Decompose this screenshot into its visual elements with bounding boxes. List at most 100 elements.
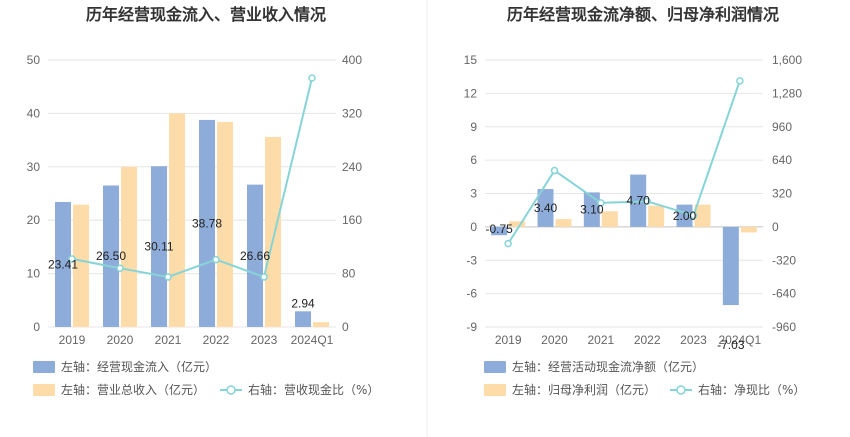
chart-2-y-right-tick: 0 [772, 220, 779, 234]
chart-2-y-right-tick: 1,280 [772, 86, 802, 100]
chart-1-x-tick: 2023 [251, 333, 278, 347]
chart-1-y-left-tick: 0 [33, 320, 40, 334]
chart-1-data-label: 38.78 [192, 216, 222, 230]
chart-2-bar-primary [722, 226, 739, 306]
chart-1-legend-swatch [33, 384, 55, 396]
chart-1-ratio-point [308, 74, 316, 82]
chart-2-title: 历年经营现金流净额、归母净利润情况 [507, 5, 779, 24]
chart-1-bar-secondary [313, 322, 329, 327]
chart-1: 0 10 20 30 40 50 0 80 160 240 320 400 2019 2020 2021 20… [27, 53, 380, 397]
chart-2: -9 -6 -3 0 3 6 9 12 15 -960 -640 -320 0 320 640 960 1,28… [464, 53, 806, 397]
chart-1-bar-primary [295, 311, 311, 327]
chart-2-y-right-tick: -960 [772, 320, 796, 334]
chart-1-legend-marker [226, 385, 236, 395]
chart-1-y-right-tick: 160 [342, 213, 362, 227]
chart-1-legend-label: 左轴：经营现金流入（亿元） [61, 359, 217, 374]
chart-1-x-tick: 2021 [155, 333, 182, 347]
chart-1-bar-secondary [217, 121, 233, 327]
chart-1-y-left-tick: 20 [27, 213, 41, 227]
chart-2-y-left-tick: 15 [464, 53, 478, 67]
chart-2-y-left-tick: -3 [466, 253, 477, 267]
chart-1-bar-secondary [265, 136, 281, 327]
chart-1-data-label: 26.66 [240, 249, 270, 263]
chart-1-ratio-point [68, 255, 76, 263]
chart-2-x-tick: 2020 [541, 333, 568, 347]
chart-2-legend-marker [676, 385, 686, 395]
chart-1-x-tick: 2024Q1 [291, 333, 334, 347]
chart-1-bar-primary [55, 201, 71, 327]
chart-1-legend-label: 右轴：营收现金比（%） [248, 382, 379, 397]
chart-2-y-right-tick: 320 [772, 187, 792, 201]
chart-1-y-left-tick: 30 [27, 160, 41, 174]
chart-2-ratio-point [736, 77, 744, 85]
chart-1-bar-secondary [73, 204, 89, 327]
chart-1-data-label: 26.50 [96, 249, 126, 263]
chart-2-x-tick: 2023 [680, 333, 707, 347]
chart-2-bar-primary [676, 204, 693, 227]
chart-1-legend-swatch [33, 361, 55, 373]
chart-2-y-left-tick: 6 [470, 153, 477, 167]
chart-2-y-right-tick: -640 [772, 287, 796, 301]
chart-2-y-left-tick: -9 [466, 320, 477, 334]
chart-2-bar-primary [491, 226, 508, 236]
chart-2-legend-label: 左轴：归母净利润（亿元） [512, 382, 656, 397]
chart-1-y-right-tick: 240 [342, 160, 362, 174]
chart-1-y-right-tick: 80 [342, 267, 356, 281]
chart-2-bar-secondary [601, 211, 618, 227]
chart-2-bar-secondary [555, 219, 572, 227]
chart-1-y-left-tick: 50 [27, 53, 41, 67]
chart-2-y-left-tick: -6 [466, 287, 477, 301]
chart-2-y-right-tick: 640 [772, 153, 792, 167]
chart-2-data-label: 2.00 [673, 209, 697, 223]
chart-1-y-right-tick: 0 [342, 320, 349, 334]
chart-1-y-left-tick: 40 [27, 106, 41, 120]
chart-2-y-left-tick: 3 [470, 187, 477, 201]
chart-2-legend-label: 右轴：净现比（%） [698, 382, 805, 397]
chart-2-x-tick: 2024Q1 [718, 333, 761, 347]
chart-1-data-label: 30.11 [144, 240, 173, 254]
chart-2-bar-secondary [509, 221, 526, 227]
chart-2-y-right-tick: 1,600 [772, 53, 802, 67]
chart-2-bar-secondary [694, 204, 711, 227]
chart-2-bar-primary [537, 189, 554, 227]
chart-2-legend-label: 左轴：经营活动现金流净额（亿元） [512, 359, 704, 374]
chart-2-ratio-point [689, 211, 698, 220]
chart-2-legend-swatch [484, 361, 506, 373]
chart-2-y-left-tick: 9 [470, 120, 477, 134]
chart-1-ratio-point [164, 273, 172, 281]
chart-2-y-left-tick: 0 [470, 220, 477, 234]
chart-1-bar-primary [151, 166, 167, 327]
chart-1-data-label: 23.41 [48, 257, 78, 271]
chart-1-bar-primary [199, 119, 215, 328]
chart-1-ratio-point [260, 273, 268, 281]
chart-1-bar-primary [247, 184, 263, 327]
chart-1-ratio-point [212, 255, 220, 264]
chart-1-y-right-tick: 320 [342, 106, 362, 120]
chart-2-bar-secondary [648, 205, 665, 227]
chart-2-ratio-point [643, 197, 651, 206]
chart-2-data-label: 3.40 [534, 201, 558, 215]
chart-1-x-tick: 2019 [59, 333, 86, 347]
chart-2-ratio-line [507, 80, 741, 245]
chart-1-y-left-tick: 10 [27, 267, 41, 281]
chart-2-x-tick: 2021 [587, 333, 614, 347]
chart-2-ratio-point [597, 199, 605, 207]
chart-2-ratio-point [550, 166, 559, 175]
chart-2-bar-primary [583, 192, 600, 227]
chart-1-x-tick: 2020 [107, 333, 134, 347]
chart-2-data-label: 3.10 [580, 203, 604, 217]
chart-1-ratio-line [71, 77, 313, 279]
chart-2-legend-swatch [484, 384, 506, 396]
chart-2-y-left-tick: 12 [464, 86, 478, 100]
chart-1-legend-label: 左轴：营业总收入（亿元） [61, 382, 205, 397]
chart-2-x-tick: 2022 [634, 333, 661, 347]
chart-2-x-tick: 2019 [495, 333, 522, 347]
chart-1-data-label: 2.94 [291, 296, 315, 310]
chart-1-title: 历年经营现金流入、营业收入情况 [86, 5, 326, 24]
chart-2-y-right-tick: -320 [772, 253, 796, 267]
chart-2-y-right-tick: 960 [772, 120, 792, 134]
chart-1-y-right-tick: 400 [342, 53, 362, 67]
chart-1-x-tick: 2022 [203, 333, 230, 347]
chart-1-ratio-point [116, 264, 124, 273]
